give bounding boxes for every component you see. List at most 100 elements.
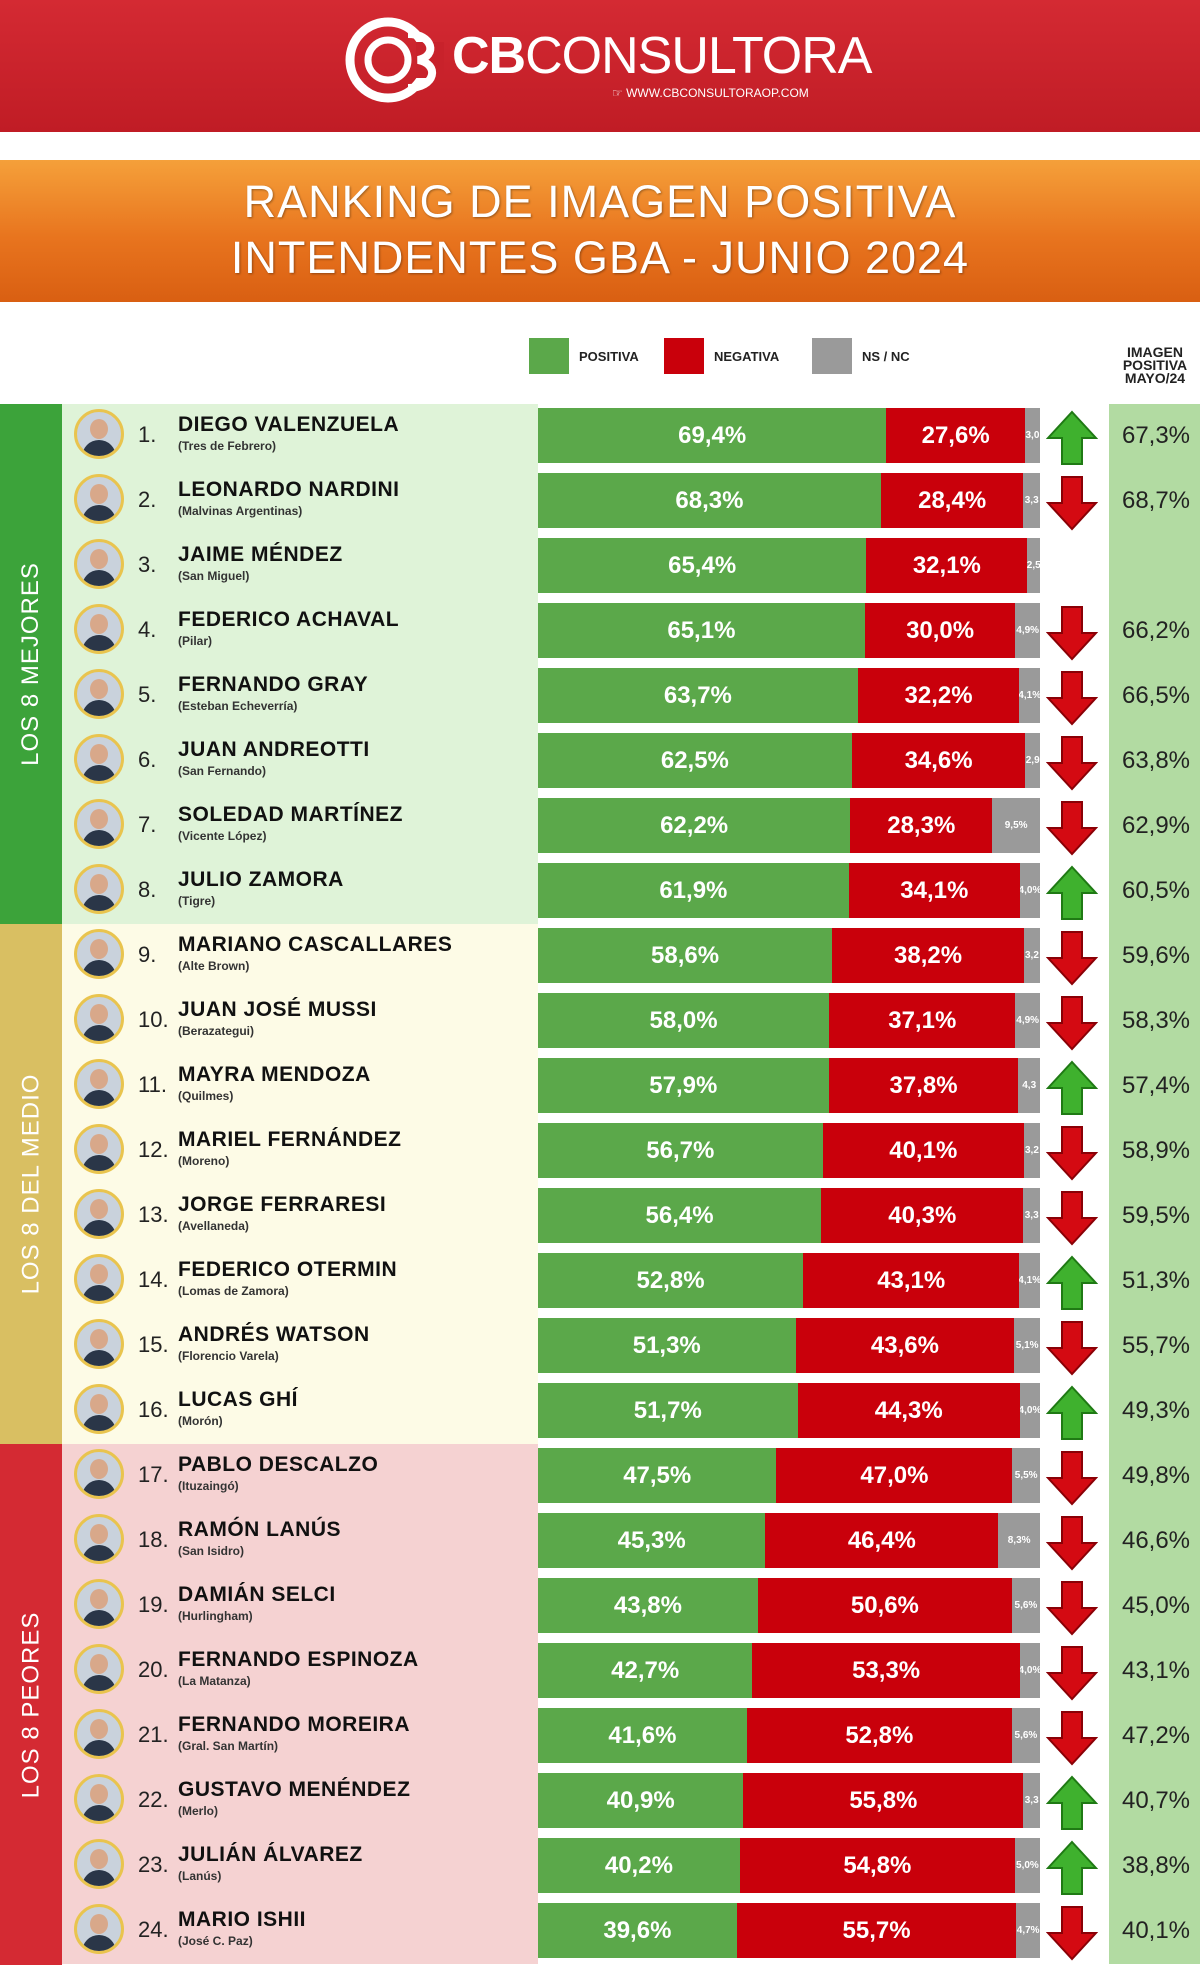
avatar-head (90, 1199, 108, 1219)
bar-value-label: 57,9% (649, 1071, 718, 1099)
brand-header: CBCONSULTORA ☞ WWW.CBCONSULTORAOP.COM (0, 0, 1200, 132)
prev-positive-value: 49,8% (1121, 1462, 1191, 1489)
avatar-body (82, 1155, 116, 1171)
nsnc-bar-segment: 3,3 (1023, 473, 1040, 528)
row-background (62, 1184, 538, 1249)
website-link[interactable]: ☞ WWW.CBCONSULTORAOP.COM (612, 86, 809, 100)
mayor-name: FEDERICO ACHAVAL (178, 608, 400, 631)
negative-bar-segment: 34,6% (851, 733, 1026, 788)
avatar-head (90, 1004, 108, 1024)
stacked-bar: 52,8% 43,1% 4,1% (538, 1253, 1040, 1308)
stacked-bar: 62,2% 28,3% 9,5% (538, 798, 1040, 853)
nsnc-bar-segment: 3,3 (1023, 1188, 1040, 1243)
arrow-down-icon (1046, 1191, 1098, 1246)
bar-value-label: 46,4% (847, 1526, 916, 1554)
legend-nsnc: NS / NC (812, 336, 910, 376)
avatar (74, 1514, 124, 1564)
avatar-body (82, 440, 116, 456)
avatar-head (90, 679, 108, 699)
nsnc-bar-segment: 5,1% (1014, 1318, 1040, 1373)
nsnc-bar-segment: 2,9 (1025, 733, 1040, 788)
negative-bar-segment: 32,1% (866, 538, 1028, 593)
bar-value-label: 45,3% (617, 1526, 686, 1554)
avatar (74, 929, 124, 979)
row-background (62, 1444, 538, 1509)
negative-bar-segment: 28,3% (850, 798, 993, 853)
avatar (74, 1774, 124, 1824)
positive-bar-segment: 56,4% (538, 1188, 822, 1243)
table-row: 14. FEDERICO OTERMIN (Lomas de Zamora) 52,8… (62, 1249, 1200, 1314)
bar-value-label: 62,2% (660, 811, 729, 839)
bar-value-label: 4,3 (1022, 1080, 1037, 1091)
arrow-up-icon (1046, 410, 1098, 465)
title-band: RANKING DE IMAGEN POSITIVA INTENDENTES G… (0, 160, 1200, 302)
bar-value-label: 37,8% (889, 1071, 958, 1099)
positive-bar-segment: 40,2% (538, 1838, 740, 1893)
arrow-down-icon (1046, 1126, 1098, 1181)
bar-value-label: 3,0 (1025, 430, 1040, 441)
prev-positive-value: 59,6% (1121, 942, 1191, 969)
arrow-up-icon (1046, 1060, 1098, 1115)
row-background (62, 1899, 538, 1964)
arrow-down-icon (1046, 1906, 1098, 1961)
stacked-bar: 63,7% 32,2% 4,1% (538, 668, 1040, 723)
bar-value-label: 2,5 (1027, 560, 1040, 571)
bar-value-label: 34,1% (900, 876, 969, 904)
rank-number: 4. (138, 617, 157, 642)
bar-value-label: 55,8% (849, 1786, 918, 1814)
table-row: 10. JUAN JOSÉ MUSSI (Berazategui) 58,0% 37,1… (62, 989, 1200, 1054)
negative-bar-segment: 37,8% (828, 1058, 1019, 1113)
rank-number: 11. (138, 1072, 167, 1097)
avatar-head (90, 1784, 108, 1804)
prev-value-background (1109, 534, 1200, 599)
positive-bar-segment: 42,7% (538, 1643, 753, 1698)
arrow-up-icon (1046, 865, 1098, 920)
table-row: 8. JULIO ZAMORA (Tigre) 61,9% 34,1% 4,0% 60,5% (62, 859, 1200, 924)
positive-bar-segment: 63,7% (538, 668, 858, 723)
avatar-body (82, 1090, 116, 1106)
avatar-body (82, 1285, 116, 1301)
prev-positive-value: 49,3% (1121, 1397, 1191, 1424)
avatar-body (82, 1480, 116, 1496)
prev-value-background (1109, 1119, 1200, 1184)
mayor-name: MARIEL FERNÁNDEZ (178, 1128, 402, 1151)
row-background (62, 1704, 538, 1769)
avatar-body (82, 505, 116, 521)
mayor-name: DIEGO VALENZUELA (178, 413, 400, 436)
nsnc-bar-segment: 4,0% (1019, 863, 1040, 918)
group-label-worst: LOS 8 PEORES (17, 1611, 44, 1798)
avatar (74, 474, 124, 524)
mayor-name: JORGE FERRARESI (178, 1193, 387, 1216)
avatar (74, 539, 124, 589)
avatar (74, 1254, 124, 1304)
table-row: 21. FERNANDO MOREIRA (Gral. San Martín) 41,… (62, 1704, 1200, 1769)
bar-value-label: 8,3% (1007, 1535, 1031, 1546)
row-background (62, 1509, 538, 1574)
table-row: 20. FERNANDO ESPINOZA (La Matanza) 42,7% 53,… (62, 1639, 1200, 1704)
row-background (62, 664, 538, 729)
arrow-down-icon (1046, 1711, 1098, 1766)
avatar-head (90, 549, 108, 569)
bar-value-label: 3,3 (1024, 1210, 1039, 1221)
rank-number: 8. (138, 877, 157, 902)
mayor-name: JUAN JOSÉ MUSSI (178, 998, 377, 1021)
mayor-name: FERNANDO ESPINOZA (178, 1648, 419, 1671)
bar-value-label: 43,8% (613, 1591, 682, 1619)
avatar (74, 1124, 124, 1174)
arrow-up-icon (1046, 1255, 1098, 1310)
district-name: (Vicente López) (178, 829, 267, 843)
bar-value-label: 28,4% (918, 486, 987, 514)
stacked-bar: 40,9% 55,8% 3,3 (538, 1773, 1040, 1828)
avatar (74, 734, 124, 784)
district-name: (Florencio Varela) (178, 1349, 279, 1363)
negative-bar-segment: 30,0% (864, 603, 1016, 658)
nsnc-bar-segment: 4,1% (1019, 1253, 1040, 1308)
stacked-bar: 65,4% 32,1% 2,5 (538, 538, 1040, 593)
avatar-head (90, 1524, 108, 1544)
nsnc-bar-segment: 4,9% (1015, 603, 1040, 658)
avatar (74, 1059, 124, 1109)
district-name: (San Miguel) (178, 569, 250, 583)
positive-bar-segment: 57,9% (538, 1058, 829, 1113)
row-background (62, 1249, 538, 1314)
stacked-bar: 39,6% 55,7% 4,7% (538, 1903, 1040, 1958)
